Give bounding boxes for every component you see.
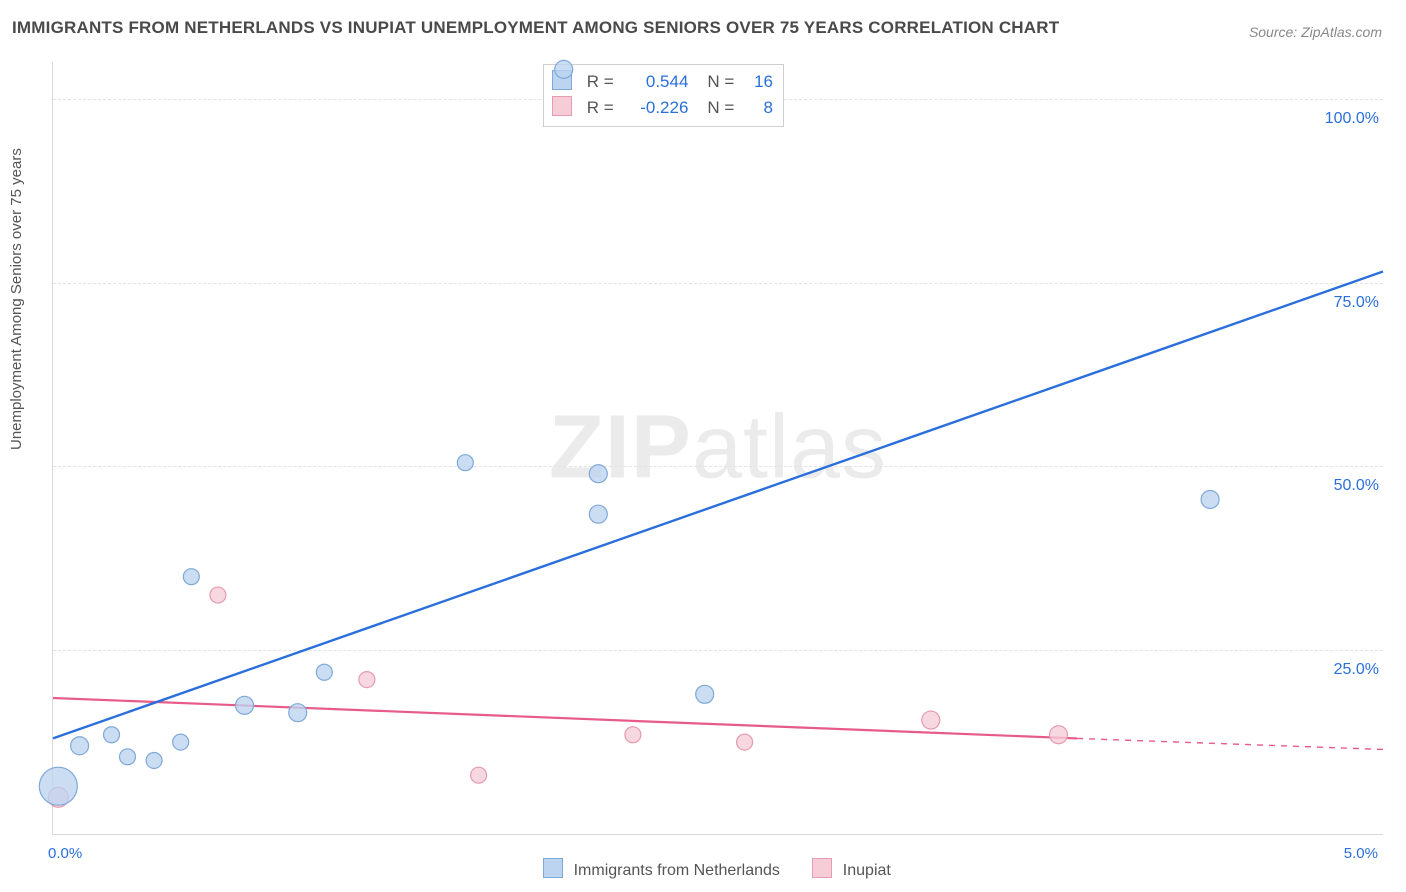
data-point	[589, 465, 607, 483]
data-point	[316, 664, 332, 680]
legend-swatch-b	[812, 858, 832, 878]
data-point	[457, 455, 473, 471]
legend-label-a: Immigrants from Netherlands	[574, 862, 780, 879]
trend-line	[53, 272, 1383, 739]
data-point	[183, 569, 199, 585]
data-point	[625, 727, 641, 743]
data-point	[39, 767, 77, 805]
data-point	[471, 767, 487, 783]
series-legend: Immigrants from Netherlands Inupiat	[0, 858, 1406, 880]
data-point	[555, 60, 573, 78]
scatter-svg	[53, 62, 1383, 834]
source-attribution: Source: ZipAtlas.com	[1249, 24, 1382, 40]
plot-area: ZIPatlas 100.0% 75.0% 50.0% 25.0% R = 0.…	[52, 62, 1383, 835]
legend-label-b: Inupiat	[843, 862, 891, 879]
data-point	[737, 734, 753, 750]
data-point	[1201, 490, 1219, 508]
legend-swatch-a	[543, 858, 563, 878]
data-point	[696, 685, 714, 703]
data-point	[119, 749, 135, 765]
data-point	[173, 734, 189, 750]
data-point	[104, 727, 120, 743]
chart-title: IMMIGRANTS FROM NETHERLANDS VS INUPIAT U…	[12, 18, 1059, 38]
data-point	[1049, 726, 1067, 744]
y-axis-title: Unemployment Among Seniors over 75 years	[8, 148, 25, 450]
trend-line	[1077, 738, 1383, 749]
data-point	[922, 711, 940, 729]
data-point	[146, 752, 162, 768]
data-point	[236, 696, 254, 714]
data-point	[210, 587, 226, 603]
data-point	[289, 704, 307, 722]
data-point	[589, 505, 607, 523]
data-point	[71, 737, 89, 755]
data-point	[359, 672, 375, 688]
